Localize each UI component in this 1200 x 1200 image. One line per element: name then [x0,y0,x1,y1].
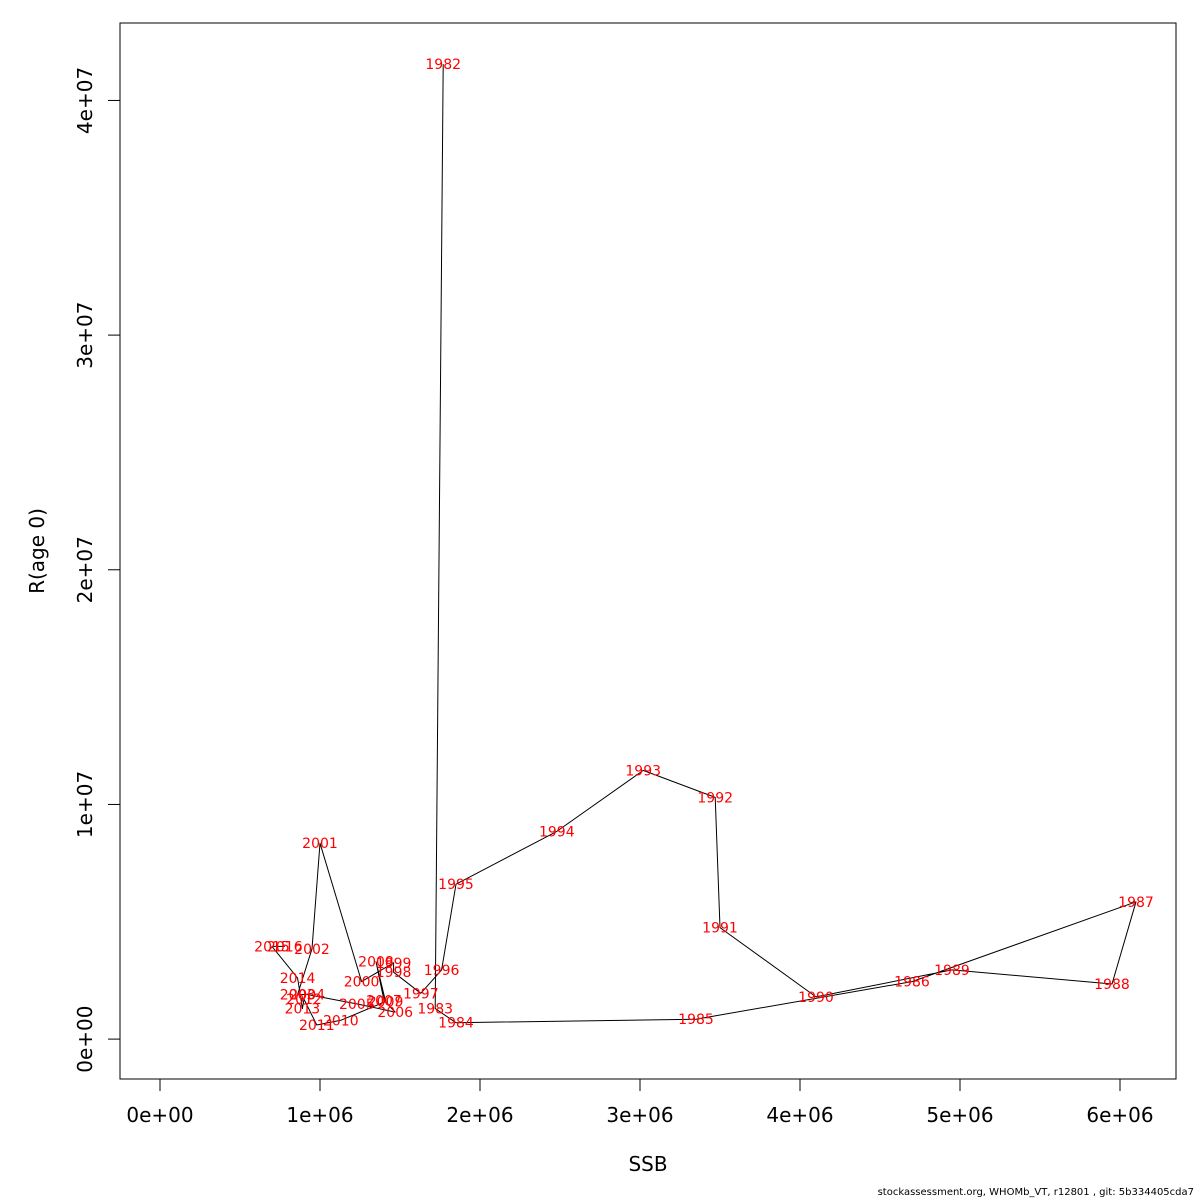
year-label-1999: 1999 [376,956,412,972]
x-tick-label: 2e+06 [446,1103,513,1127]
footer-note: stockassessment.org, WHOMb_VT, r12801 , … [877,1187,1194,1198]
sr-trajectory-line [271,64,1137,1026]
year-label-1994: 1994 [539,824,575,840]
x-axis-title: SSB [628,1152,667,1176]
year-label-2015: 2015 [254,939,290,955]
year-label-2001: 2001 [302,836,338,852]
x-tick-label: 3e+06 [606,1103,673,1127]
y-tick-label: 4e+07 [73,67,97,134]
year-label-2002: 2002 [294,942,330,958]
year-label-1988: 1988 [1094,977,1130,993]
year-label-2011: 2011 [299,1018,335,1034]
year-label-1995: 1995 [438,877,474,893]
year-label-2013: 2013 [285,1002,321,1018]
year-label-1990: 1990 [798,990,834,1006]
year-label-1992: 1992 [697,790,733,806]
year-label-2012: 2012 [286,992,322,1008]
x-tick-label: 6e+06 [1086,1103,1153,1127]
y-axis: 0e+00 1e+07 2e+07 3e+07 4e+07 [73,67,121,1073]
year-label-2007: 2007 [366,993,402,1009]
year-label-2004: 2004 [289,988,325,1004]
year-label-1983: 1983 [417,1002,453,1018]
year-label-1991: 1991 [702,921,738,937]
year-label-2010: 2010 [323,1013,359,1029]
x-tick-label: 4e+06 [766,1103,833,1127]
year-label-1997: 1997 [403,986,439,1002]
y-axis-title: R(age 0) [25,508,49,594]
series-line [271,64,1137,1026]
year-label-2008: 2008 [358,955,394,971]
plot-frame [119,22,1177,1080]
year-label-1998: 1998 [376,965,412,981]
year-label-2003: 2003 [280,988,316,1004]
x-tick-label: 1e+06 [286,1103,353,1127]
y-tick-label: 2e+07 [73,536,97,603]
x-tick-label: 5e+06 [926,1103,993,1127]
year-label-1989: 1989 [934,963,970,979]
year-label-1982: 1982 [425,57,461,73]
year-label-2009: 2009 [368,995,404,1011]
year-label-2016: 2016 [267,939,303,955]
x-axis: 0e+00 1e+06 2e+06 3e+06 4e+06 5e+06 6e+06 [126,1078,1154,1127]
year-label-1985: 1985 [678,1012,714,1028]
year-label-2014: 2014 [280,971,316,987]
year-label-2000: 2000 [344,975,380,991]
x-tick-label: 0e+00 [126,1103,193,1127]
year-label-1996: 1996 [424,963,460,979]
y-tick-label: 3e+07 [73,301,97,368]
year-label-1986: 1986 [894,975,930,991]
y-tick-label: 1e+07 [73,771,97,838]
year-label-2005: 2005 [339,997,375,1013]
year-label-1987: 1987 [1118,895,1154,911]
y-tick-label: 0e+00 [73,1005,97,1072]
year-label-1993: 1993 [625,763,661,779]
year-label-2006: 2006 [377,1005,413,1021]
year-label-1984: 1984 [438,1016,474,1032]
